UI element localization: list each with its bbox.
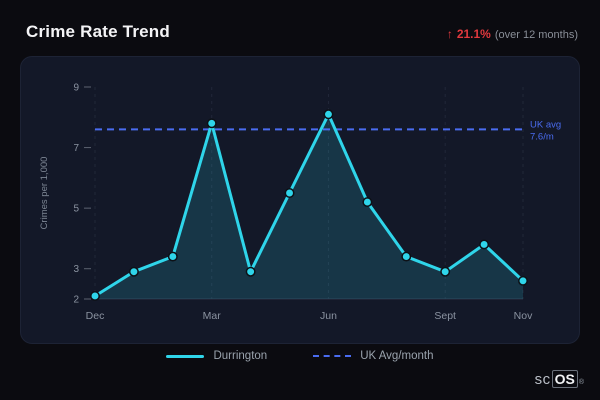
uk-avg-label: UK avg xyxy=(530,119,561,130)
brand-suffix: OS xyxy=(551,370,578,388)
data-point[interactable] xyxy=(284,188,295,198)
area-fill xyxy=(95,114,523,299)
y-axis-title: Crimes per 1,000 xyxy=(39,157,50,230)
data-point[interactable] xyxy=(206,118,217,129)
data-point[interactable] xyxy=(479,239,490,250)
durrington-line-swatch xyxy=(166,354,205,358)
y-tick-label: 9 xyxy=(73,83,79,94)
chart-legend: Durrington UK Avg/month xyxy=(0,350,600,362)
durrington-line xyxy=(93,112,525,298)
data-point[interactable] xyxy=(323,109,334,120)
y-tick-label: 3 xyxy=(73,264,79,275)
data-point[interactable] xyxy=(440,266,451,277)
legend-item-durrington[interactable]: Durrington xyxy=(166,350,267,362)
trend-up-arrow-icon: ↑ xyxy=(446,27,453,41)
legend-label-durrington: Durrington xyxy=(213,350,268,362)
data-point[interactable] xyxy=(518,275,528,286)
x-tick-label: Nov xyxy=(514,310,533,322)
x-tick-label: Sept xyxy=(434,310,456,322)
brand-prefix: sc xyxy=(534,371,551,388)
data-point[interactable] xyxy=(90,291,100,301)
registered-mark: ® xyxy=(578,379,584,386)
trend-caption: (over 12 months) xyxy=(494,29,578,41)
scos-logo: sc OS ® xyxy=(535,370,584,388)
crime-trend-chart: 2 3 5 7 9 Dec Mar Jun Sept Nov Crimes per 1,000 UK … xyxy=(39,83,561,323)
x-tick-label: Dec xyxy=(86,310,105,322)
y-tick-label: 7 xyxy=(73,143,79,154)
uk-avg-value-label: 7.6/m xyxy=(530,131,554,142)
y-tick-label: 5 xyxy=(73,204,79,215)
trend-indicator: ↑ 21.1% (over 12 months) xyxy=(447,27,578,41)
data-point[interactable] xyxy=(167,251,178,262)
legend-label-uk-avg: UK Avg/month xyxy=(360,350,434,362)
uk-avg-line-swatch xyxy=(313,355,352,357)
data-point[interactable] xyxy=(362,197,373,208)
page-title: Crime Rate Trend xyxy=(26,22,170,41)
legend-item-uk-avg[interactable]: UK Avg/month xyxy=(313,350,434,362)
y-tick-label: 2 xyxy=(73,295,79,306)
chart-card: 2 3 5 7 9 Dec Mar Jun Sept Nov Crimes per 1,000 UK … xyxy=(20,56,580,344)
x-tick-label: Mar xyxy=(203,310,222,322)
data-point[interactable] xyxy=(401,251,412,262)
data-point[interactable] xyxy=(245,266,256,277)
trend-value: 21.1% xyxy=(456,27,491,41)
x-tick-label: Jun xyxy=(320,310,337,322)
data-point[interactable] xyxy=(128,266,139,277)
